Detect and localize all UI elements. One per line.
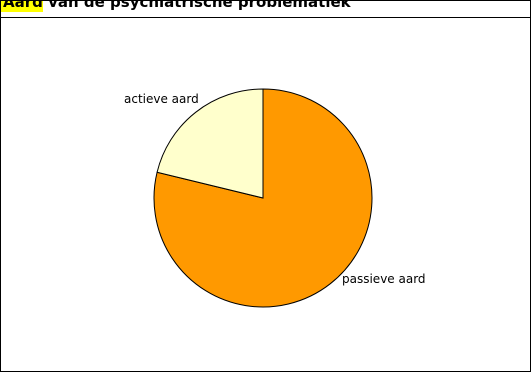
pie-label-passieve-aard: passieve aard xyxy=(342,272,426,286)
chart-title-bar: Aard van de psychiatrische problematiek xyxy=(1,1,530,18)
pie-labels: passieve aard actieve aard xyxy=(124,92,426,286)
pie-slice-actieve-aard xyxy=(156,88,264,199)
pie-label-actieve-aard: actieve aard xyxy=(124,92,199,106)
pie-slices xyxy=(153,88,373,308)
chart-title: Aard van de psychiatrische problematiek xyxy=(1,1,351,12)
title-text: van de psychiatrische problematiek xyxy=(42,1,351,11)
title-highlight: Aard xyxy=(1,1,43,12)
